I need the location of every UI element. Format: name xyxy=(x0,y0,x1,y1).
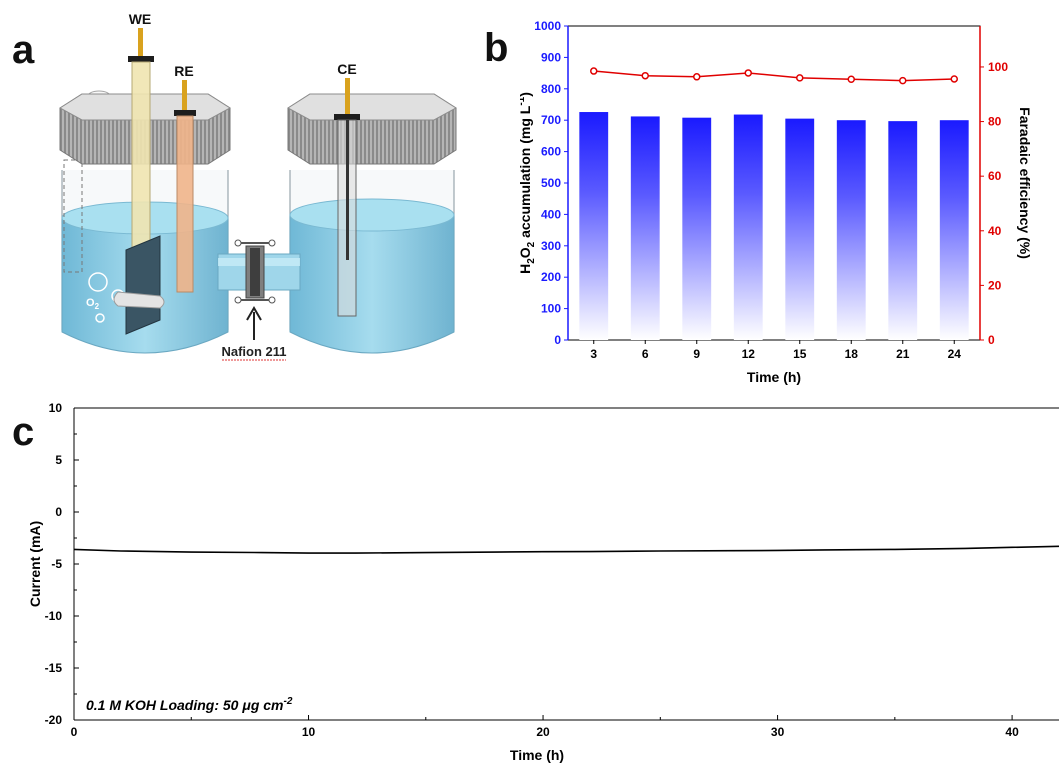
working-electrode xyxy=(125,28,161,335)
left-y-tick-label: 400 xyxy=(541,207,561,221)
right-y-tick-label: 60 xyxy=(988,169,1002,183)
left-y-tick-label: 600 xyxy=(541,145,561,159)
x-tick-label: 30 xyxy=(771,725,785,739)
y-axis-title: Current (mA) xyxy=(27,521,43,607)
x-tick-label: 10 xyxy=(302,725,316,739)
x-tick-label: 20 xyxy=(536,725,550,739)
y-tick-label: -20 xyxy=(45,713,63,727)
x-axis-title: Time (h) xyxy=(510,747,564,763)
left-y-tick-label: 0 xyxy=(554,333,561,347)
plot-frame xyxy=(567,25,981,341)
faradaic-efficiency-point xyxy=(744,69,752,77)
h2o2-bar xyxy=(939,120,969,340)
left-y-tick-label: 300 xyxy=(541,239,561,253)
y-tick-label: -15 xyxy=(45,661,63,675)
right-beaker xyxy=(289,170,455,354)
faradaic-efficiency-line xyxy=(593,70,955,82)
x-tick-label: 40 xyxy=(1005,725,1019,739)
faradaic-efficiency-point xyxy=(590,67,598,75)
chart-c: 10 5 0 -5 -10 -15 -20 0 10 20 30 40 Time (h) Current … xyxy=(27,401,1059,763)
ce-label: CE xyxy=(337,61,356,77)
panel-label-c: c xyxy=(12,410,35,454)
h-cell-schematic: Nafion 211 O2 xyxy=(59,11,457,361)
x-tick-label: 9 xyxy=(693,347,700,361)
right-y-axis-title: Faradaic efficiency (%) xyxy=(1017,107,1033,259)
h2o2-bar xyxy=(682,117,712,340)
x-tick-label: 24 xyxy=(948,347,962,361)
x-tick-label: 12 xyxy=(742,347,756,361)
h2o2-bar xyxy=(579,112,609,340)
re-label: RE xyxy=(174,63,193,79)
faradaic-efficiency-point xyxy=(693,73,701,81)
left-y-axis-title: H2O2 accumulation (mg L-1) xyxy=(520,92,537,274)
faradaic-efficiency-point xyxy=(641,71,649,80)
right-y-tick-label: 0 xyxy=(988,333,995,347)
x-axis-title: Time (h) xyxy=(747,369,801,385)
right-y-tick-label: 40 xyxy=(988,224,1002,238)
h2o2-bar xyxy=(888,121,918,340)
y-tick-label: 0 xyxy=(55,505,62,519)
x-tick-label: 15 xyxy=(793,347,807,361)
counter-electrode xyxy=(334,78,360,317)
h2o2-bar xyxy=(836,120,866,340)
h2o2-bar xyxy=(785,118,815,340)
x-tick-label: 6 xyxy=(642,347,649,361)
right-y-tick-label: 20 xyxy=(988,278,1002,292)
stir-bar xyxy=(113,291,165,309)
x-tick-label: 18 xyxy=(845,347,859,361)
x-tick-label: 0 xyxy=(71,725,78,739)
we-label: WE xyxy=(129,11,152,27)
nafion-membrane-clamp xyxy=(234,239,276,304)
left-y-tick-label: 800 xyxy=(541,82,561,96)
faradaic-efficiency-point xyxy=(899,76,907,85)
h2o2-bar xyxy=(630,116,660,340)
left-y-tick-label: 200 xyxy=(541,270,561,284)
current-trace xyxy=(73,545,1059,554)
left-y-tick-label: 500 xyxy=(541,176,561,190)
y-tick-label: -10 xyxy=(45,609,63,623)
faradaic-efficiency-point xyxy=(950,75,958,83)
chart-b: 0 100 200 300 400 500 600 700 800 900 1000 0 20 40 60 8… xyxy=(520,19,1033,385)
h2o2-bar xyxy=(733,114,763,340)
faradaic-efficiency-point xyxy=(796,74,804,82)
left-y-tick-label: 900 xyxy=(541,50,561,64)
y-tick-label: -5 xyxy=(51,557,62,571)
right-y-tick-label: 80 xyxy=(988,115,1002,129)
svg-text:O2: O2 xyxy=(86,297,100,311)
y-tick-label: 5 xyxy=(55,453,62,467)
panel-label-a: a xyxy=(12,28,35,72)
left-y-tick-label: 100 xyxy=(541,302,561,316)
x-tick-label: 3 xyxy=(590,347,597,361)
membrane-label: Nafion 211 xyxy=(221,344,286,359)
right-electrolyte xyxy=(289,214,455,354)
faradaic-efficiency-point xyxy=(847,75,855,83)
y-tick-label: 10 xyxy=(49,401,63,415)
conditions-annotation: 0.1 M KOH Loading: 50 μg cm-2 xyxy=(86,696,293,713)
right-y-tick-label: 100 xyxy=(988,60,1008,74)
left-y-tick-label: 700 xyxy=(541,113,561,127)
panel-label-b: b xyxy=(484,26,509,70)
x-tick-label: 21 xyxy=(896,347,910,361)
right-lid xyxy=(287,93,457,165)
membrane-arrow xyxy=(246,306,262,340)
left-y-tick-label: 1000 xyxy=(534,19,561,33)
reference-electrode xyxy=(174,80,196,293)
